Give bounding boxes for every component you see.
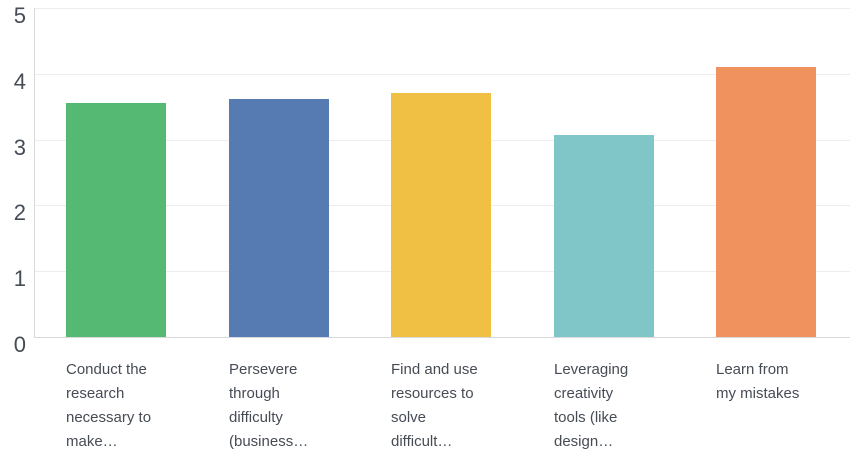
bar-4 — [716, 67, 816, 337]
x-axis-label-line: make… — [66, 433, 118, 450]
x-axis-label-line: (business… — [229, 433, 309, 450]
x-axis-label-line: necessary to — [66, 409, 152, 426]
x-axis-label-line: my mistakes — [716, 385, 800, 402]
x-axis-label-line: resources to — [391, 385, 474, 402]
x-axis-label-line: Leveraging — [554, 361, 629, 378]
x-axis-label-3: Leveraging creativity tools (like design… — [554, 358, 672, 454]
x-axis-label-0: Conduct the research necessary to make… — [66, 358, 184, 454]
y-tick-label-1: 1 — [13, 266, 26, 291]
y-tick-label-5: 5 — [13, 3, 26, 28]
x-axis-label-line: difficulty — [229, 409, 283, 426]
y-tick-label-0: 0 — [13, 332, 26, 357]
y-tick-label-2: 2 — [13, 200, 26, 225]
y-axis-line — [34, 8, 35, 337]
x-axis-label-line: design… — [554, 433, 614, 450]
x-axis-label-line: through — [229, 385, 280, 402]
x-axis-label-line: solve — [391, 409, 427, 426]
bar-2 — [391, 93, 491, 337]
y-tick-label-3: 3 — [13, 135, 26, 160]
x-axis-label-line: creativity — [554, 385, 614, 402]
x-axis-label-line: Conduct the — [66, 361, 147, 378]
gridline-y-4 — [34, 74, 850, 75]
x-axis-label-line: difficult… — [391, 433, 453, 450]
x-axis-label-1: Persevere through difficulty (business… — [229, 358, 347, 454]
bar-1 — [229, 99, 329, 337]
y-tick-label-4: 4 — [13, 69, 26, 94]
bar-3 — [554, 135, 654, 337]
x-axis-label-line: Learn from — [716, 361, 789, 378]
x-axis-label-line: tools (like — [554, 409, 618, 426]
x-axis-label-2: Find and use resources to solve difficult… — [391, 358, 509, 454]
gridline-y-5 — [34, 8, 850, 9]
bar-0 — [66, 103, 166, 337]
x-axis-label-4: Learn from my mistakes — [716, 358, 834, 406]
x-axis-label-line: research — [66, 385, 125, 402]
x-axis-label-line: Find and use — [391, 361, 478, 378]
x-axis-line — [34, 337, 850, 338]
x-axis-label-line: Persevere — [229, 361, 298, 378]
